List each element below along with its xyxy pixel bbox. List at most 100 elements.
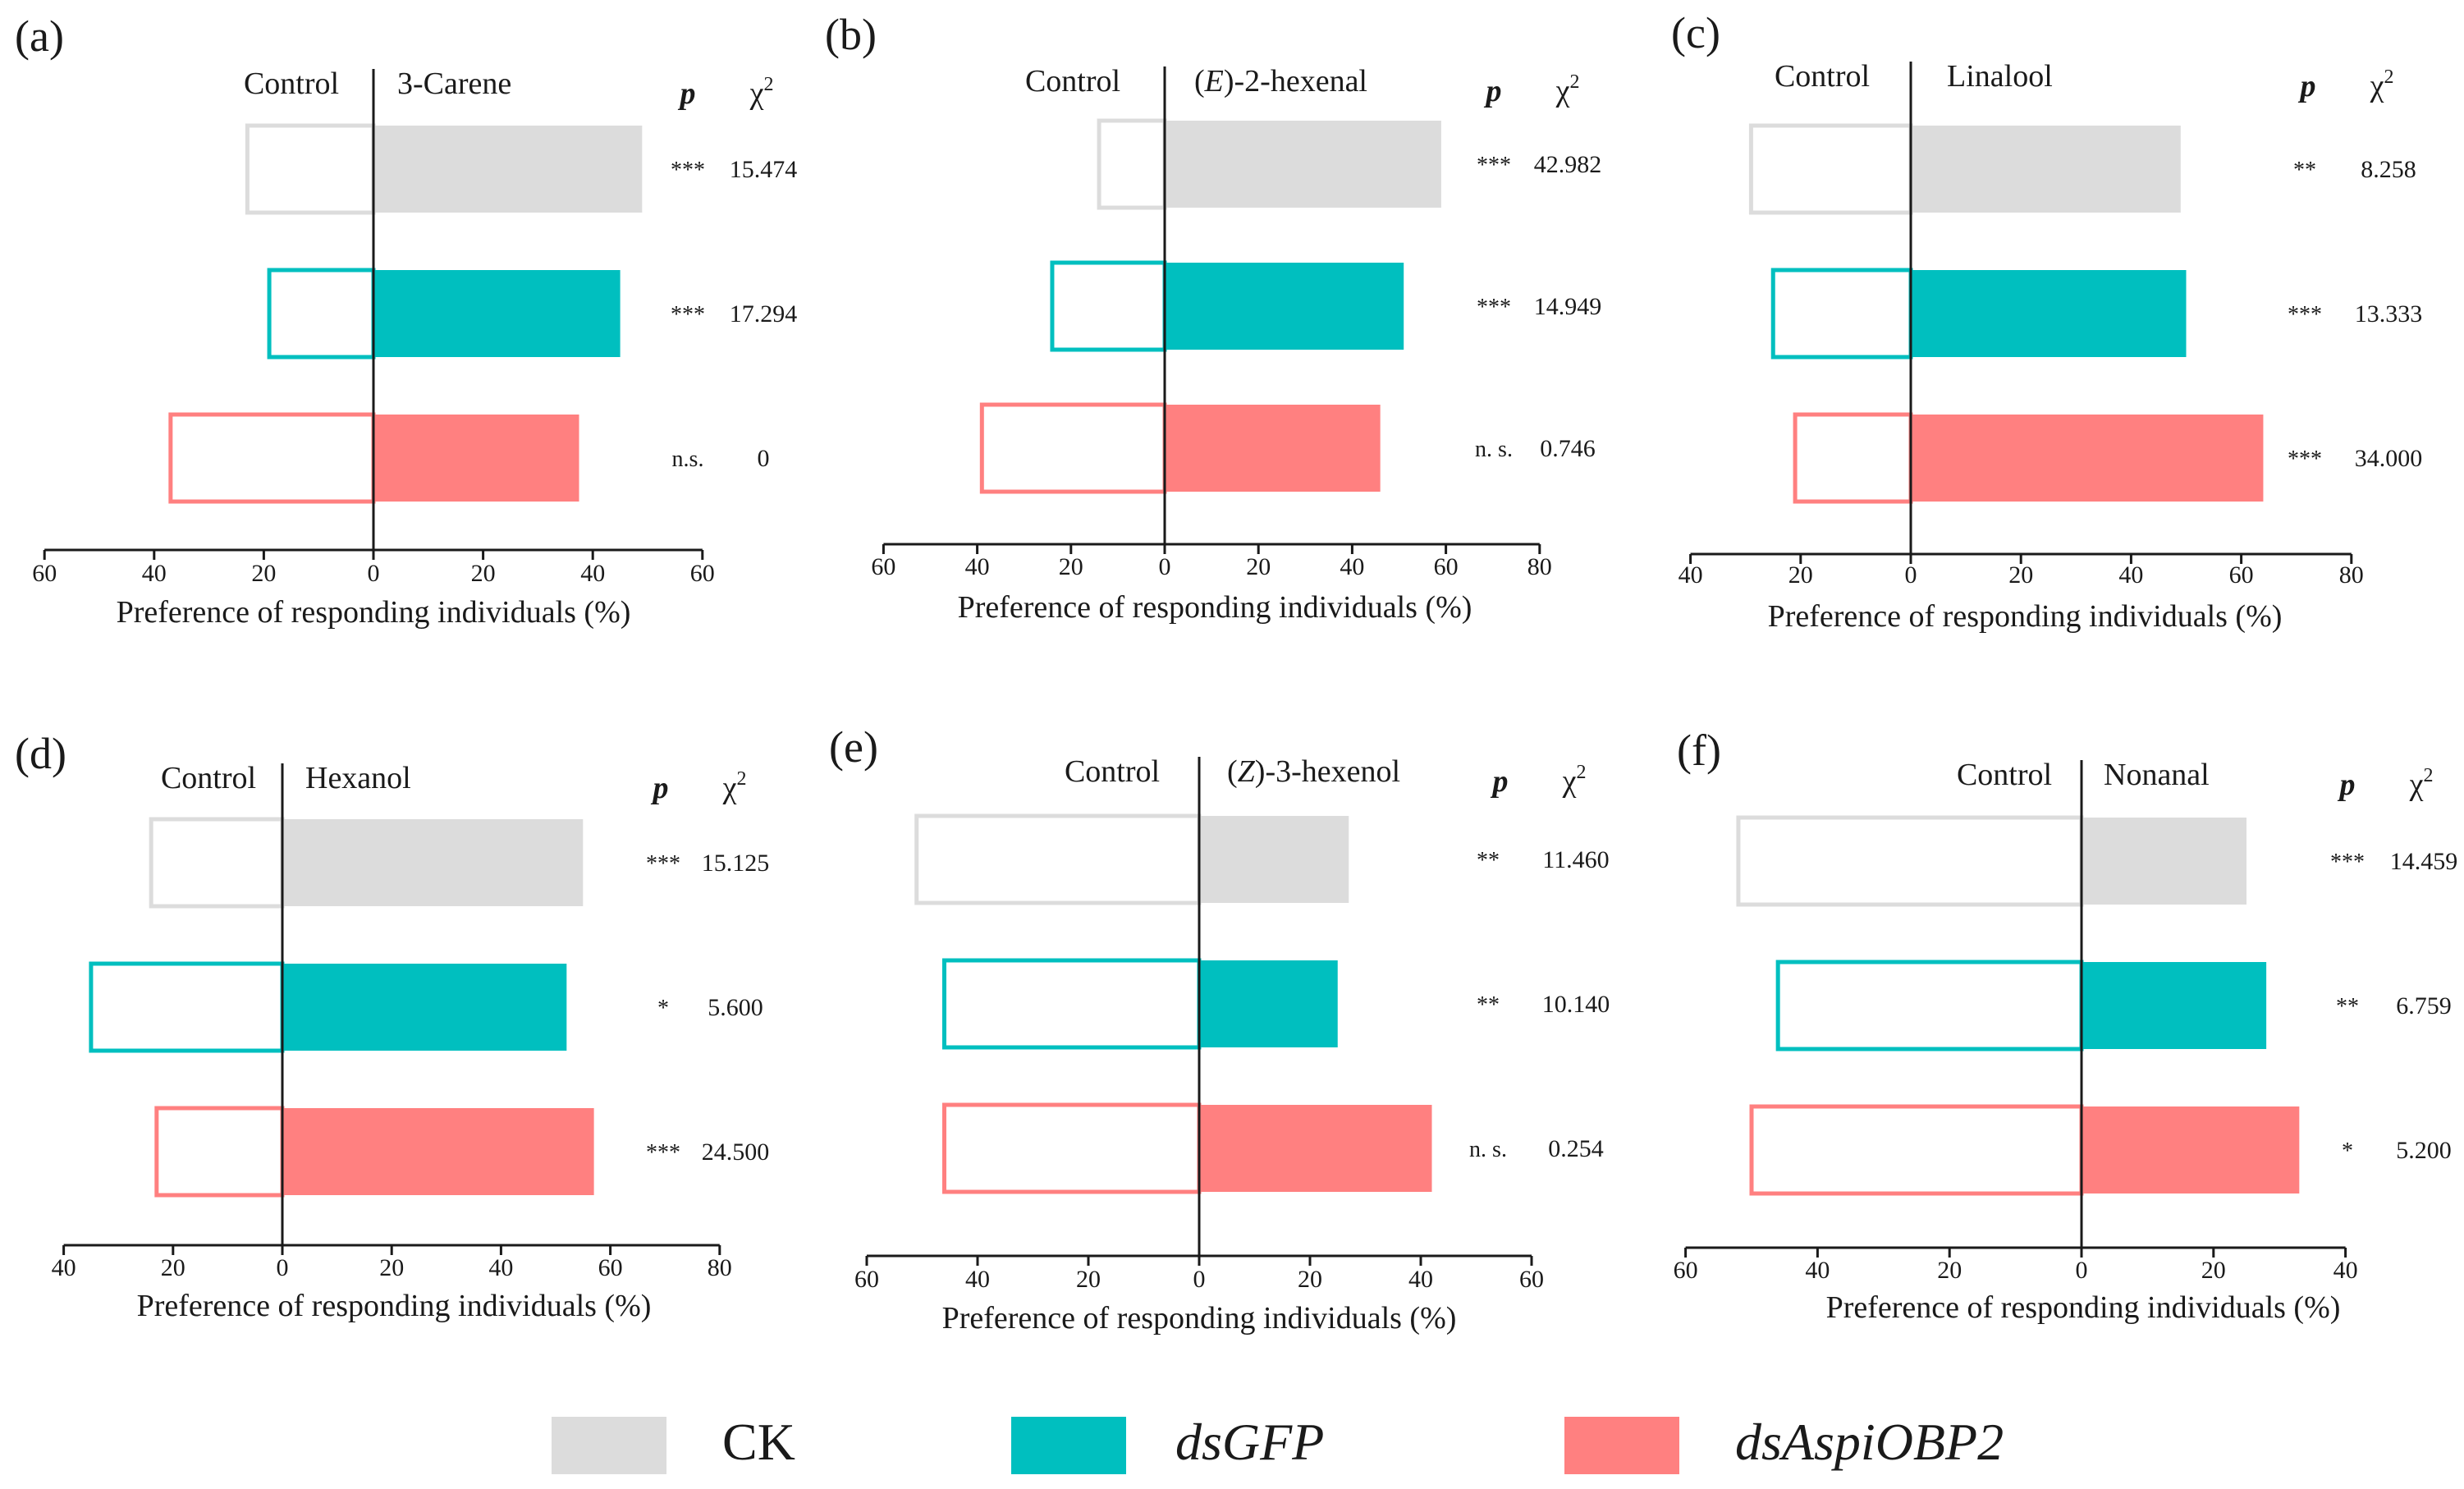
chi-symbol: χ <box>2409 767 2424 802</box>
control-bar-dsAspiOBP2 <box>979 402 1167 494</box>
treatment-bar-dsGFP <box>2082 962 2267 1049</box>
x-tick-label: 40 <box>488 1254 513 1281</box>
p-value-dsGFP: * <box>657 996 669 1021</box>
panel-c: (c) Control Linalool p χ2 ** 8.258 *** 13.333 ***… <box>1671 8 2422 634</box>
control-bar-CK <box>1736 815 2084 907</box>
p-header: p <box>1491 764 1509 799</box>
p-value-dsAspiOBP2: n. s. <box>1475 437 1513 462</box>
x-tick-label: 20 <box>471 560 496 587</box>
legend: CK dsGFP dsAspiOBP2 <box>552 1413 2004 1474</box>
x-tick-label: 40 <box>142 560 167 587</box>
chi-symbol: χ <box>2370 69 2384 103</box>
control-header: Control <box>161 761 256 795</box>
x-tick-label: 0 <box>1159 553 1171 580</box>
control-bar-dsAspiOBP2 <box>942 1102 1202 1194</box>
x-tick-label: 0 <box>1905 561 1917 589</box>
treatment-bar-CK <box>1165 121 1441 208</box>
panel-e: (e) Control (Z)-3-hexenol p χ2 ** 11.460 ** 10.1… <box>829 722 1610 1336</box>
p-value-CK: *** <box>1477 153 1511 178</box>
x-tick-label: 40 <box>965 1266 990 1293</box>
x-tick-label: 20 <box>1059 553 1083 580</box>
control-bar-CK <box>245 123 376 215</box>
chi-square-header: χ2 <box>1562 762 1587 799</box>
chi-symbol: χ <box>1555 74 1570 108</box>
chi-superscript: 2 <box>1569 71 1579 93</box>
p-value-dsGFP: *** <box>2288 302 2322 328</box>
panel-d: (d) Control Hexanol p χ2*** 15.125* 5.600*** 24… <box>15 729 769 1323</box>
chi-square-value-CK: 15.125 <box>702 850 770 877</box>
panel-label: (e) <box>829 722 878 772</box>
panel-label: (f) <box>1677 726 1721 775</box>
chi-square-value-dsAspiOBP2: 0 <box>758 445 770 472</box>
control-header: Control <box>1957 758 2052 792</box>
treatment-suffix: )-2-hexenal <box>1224 64 1367 99</box>
x-tick-label: 40 <box>1679 561 1703 589</box>
panel-f: (f) Control Nonanal p χ2 *** 14.459 ** 6.759 * 5.2… <box>1674 726 2458 1325</box>
x-tick-label: 20 <box>379 1254 404 1281</box>
chi-square-value-dsAspiOBP2: 0.254 <box>1548 1135 1604 1162</box>
control-bar-dsGFP <box>1770 268 1913 360</box>
x-tick-label: 80 <box>2339 561 2364 589</box>
x-axis-label: Preference of responding individuals (%) <box>137 1289 652 1323</box>
x-axis-label: Preference of responding individuals (%) <box>1768 599 2283 634</box>
x-tick-label: 0 <box>277 1254 289 1281</box>
p-header: p <box>1484 74 1502 108</box>
treatment-header: Nonanal <box>2104 758 2210 792</box>
chi-square-value-CK: 42.982 <box>1534 151 1602 178</box>
p-value-dsAspiOBP2: n. s. <box>1469 1137 1507 1162</box>
x-tick-label: 60 <box>1519 1266 1544 1293</box>
x-tick-label: 40 <box>2333 1257 2358 1284</box>
chi-square-value-dsGFP: 6.759 <box>2396 992 2452 1019</box>
x-tick-label: 20 <box>1937 1257 1962 1284</box>
chi-square-value-dsGFP: 13.333 <box>2355 300 2423 328</box>
chi-square-value-dsAspiOBP2: 24.500 <box>702 1139 770 1166</box>
p-value-dsAspiOBP2: *** <box>2288 447 2322 472</box>
x-axis-label: Preference of responding individuals (%) <box>942 1301 1457 1336</box>
control-bar-CK <box>914 813 1202 905</box>
control-bar-dsGFP <box>89 961 285 1053</box>
legend-label-CK: CK <box>722 1413 795 1471</box>
x-tick-label: 20 <box>1298 1266 1322 1293</box>
control-header: Control <box>1775 59 1870 94</box>
treatment-bar-dsAspiOBP2 <box>373 415 579 502</box>
x-tick-label: 20 <box>161 1254 185 1281</box>
p-value-dsAspiOBP2: * <box>2342 1139 2353 1164</box>
panel-label: (c) <box>1671 8 1720 57</box>
chi-symbol: χ <box>1562 764 1577 799</box>
control-bar-dsGFP <box>267 268 376 360</box>
control-bar-dsGFP <box>1775 960 2084 1051</box>
x-tick-label: 60 <box>598 1254 623 1281</box>
p-value-CK: ** <box>1477 848 1500 873</box>
x-tick-label: 40 <box>580 560 605 587</box>
chi-square-value-dsAspiOBP2: 0.746 <box>1540 435 1596 462</box>
p-value-dsAspiOBP2: n.s. <box>672 447 704 472</box>
chi-superscript: 2 <box>2423 765 2433 786</box>
chi-square-header: χ2 <box>722 768 747 805</box>
chi-square-value-CK: 15.474 <box>730 156 798 183</box>
control-bar-dsAspiOBP2 <box>1749 1104 2084 1196</box>
control-bar-CK <box>149 817 285 909</box>
treatment-prefix: ( <box>1194 64 1205 99</box>
x-tick-label: 20 <box>251 560 276 587</box>
legend-swatch-dsAspiOBP2 <box>1564 1417 1679 1474</box>
panel-label: (d) <box>15 729 66 778</box>
chi-square-value-dsGFP: 10.140 <box>1542 991 1610 1018</box>
control-bar-dsAspiOBP2 <box>168 412 376 504</box>
treatment-italic: Z <box>1238 754 1256 789</box>
x-tick-label: 20 <box>1076 1266 1101 1293</box>
chi-square-header: χ2 <box>2409 765 2434 802</box>
chi-square-value-dsGFP: 14.949 <box>1534 293 1602 320</box>
x-tick-label: 20 <box>2008 561 2033 589</box>
chi-superscript: 2 <box>1576 762 1586 783</box>
panel-b: (b) Control (E)-2-hexenal p χ2 *** 42.982 *** 14… <box>825 10 1601 625</box>
x-tick-label: 40 <box>2118 561 2143 589</box>
p-value-dsGFP: *** <box>1477 295 1511 320</box>
x-tick-label: 40 <box>1340 553 1364 580</box>
treatment-bar-dsGFP <box>1911 270 2187 357</box>
p-header: p <box>2338 767 2356 802</box>
p-value-CK: ** <box>2293 158 2316 183</box>
control-bar-CK <box>1097 118 1167 210</box>
treatment-bar-CK <box>1911 126 2181 213</box>
treatment-suffix: )-3-hexenol <box>1255 754 1400 789</box>
